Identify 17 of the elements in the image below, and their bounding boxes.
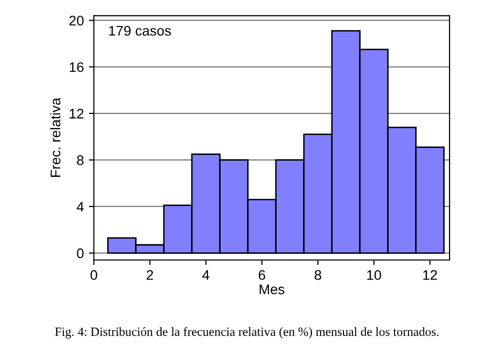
- x-tick-label: 12: [423, 270, 437, 280]
- y-tick-label: 12: [70, 108, 84, 118]
- y-axis-title: Frec. relativa: [50, 98, 60, 177]
- x-axis-title: Mes: [260, 284, 284, 294]
- y-tick-label: 0: [76, 248, 84, 258]
- y-tick-label: 20: [69, 16, 84, 26]
- x-tick-label: 6: [258, 270, 266, 280]
- y-tick-label: 16: [70, 62, 84, 72]
- x-tick-label: 8: [314, 270, 322, 280]
- caption: Fig. 4: Distribución de la frecuencia relativa (en %) mensual de los tornados.: [55, 327, 438, 339]
- y-tick-label: 8: [77, 155, 84, 166]
- y-tick-label: 4: [76, 202, 84, 212]
- annotation: 179 casos: [109, 26, 171, 36]
- x-tick-label: 10: [367, 270, 382, 280]
- x-tick-label: 4: [202, 270, 210, 280]
- x-tick-label: 2: [146, 270, 154, 280]
- x-tick-label: 0: [90, 270, 98, 280]
